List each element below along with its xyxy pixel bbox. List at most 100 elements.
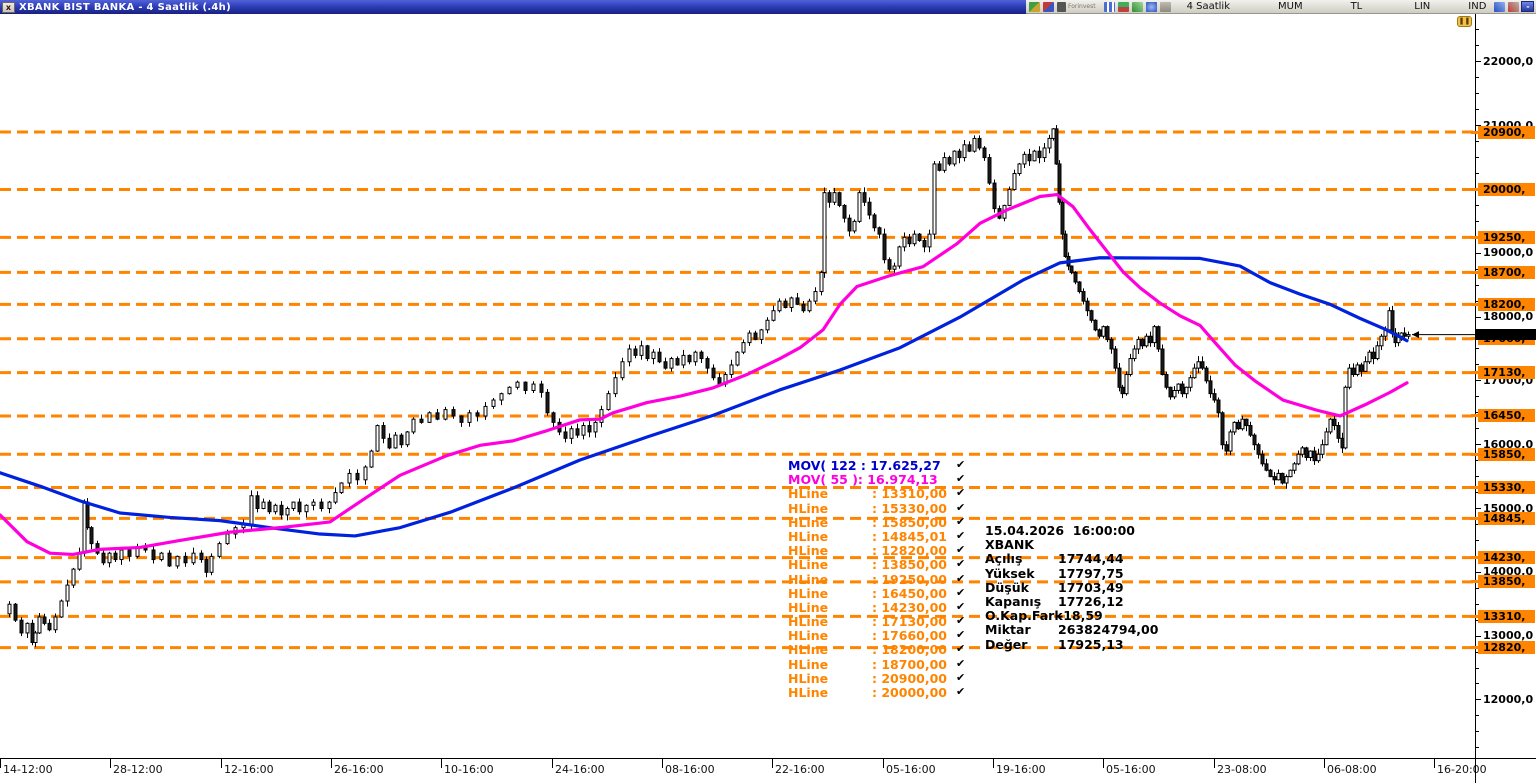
hline-badge-dash <box>1471 452 1480 456</box>
chart-type-button[interactable]: MUM <box>1278 1 1303 12</box>
legend-check-icon[interactable]: ✔ <box>956 614 966 628</box>
time-axis[interactable]: 14-12:00 28-12:00 12-16:00 26-16:00 10-16:00… <box>0 758 1536 783</box>
y-axis-tick <box>1476 173 1479 175</box>
close-icon[interactable]: x <box>2 1 15 13</box>
legend-hline-row-6[interactable]: HLine: 19250,00 ✔ <box>788 571 966 587</box>
price-axis[interactable]: 22000,021000,020000,019000,018000,017000… <box>1471 14 1536 758</box>
legend-check-icon[interactable]: ✔ <box>956 585 966 599</box>
compass-icon[interactable] <box>1145 1 1157 12</box>
hline-price-badge[interactable]: 13850, <box>1471 575 1535 589</box>
legend-check-icon[interactable]: ✔ <box>956 685 966 698</box>
hline-price-badge[interactable]: 20900, <box>1471 125 1535 139</box>
y-axis-tick <box>1476 667 1479 669</box>
legend-check-icon[interactable]: ✔ <box>956 557 966 571</box>
legend-check-icon[interactable]: ✔ <box>956 642 966 656</box>
legend-hline-row-3[interactable]: HLine: 14845,01 ✔ <box>788 528 966 544</box>
period-button[interactable]: 4 Saatlik <box>1186 1 1230 12</box>
x-axis-tick <box>0 759 1 768</box>
currency-button[interactable]: TL <box>1350 1 1363 12</box>
y-axis-tick <box>1476 252 1481 254</box>
hline-badge-dash <box>1471 646 1480 650</box>
y-axis-tick <box>1476 571 1481 573</box>
legend-check-icon[interactable]: ✔ <box>956 628 966 642</box>
y-axis-tick <box>1476 476 1479 478</box>
legend-hline-row-8[interactable]: HLine: 14230,00 ✔ <box>788 599 966 615</box>
legend-check-icon[interactable]: ✔ <box>956 656 966 670</box>
legend-hline-row-4[interactable]: HLine: 12820,00 ✔ <box>788 543 966 559</box>
logo-icon[interactable] <box>1057 1 1066 12</box>
y-axis-tick <box>1476 412 1479 414</box>
pencil-icon[interactable] <box>1131 1 1143 12</box>
y-axis-tick <box>1476 93 1479 95</box>
legend-mov-row-1[interactable]: MOV( 55 ): 16.974,13 ✔ <box>788 472 966 488</box>
hline-price-badge[interactable]: 20000, <box>1471 182 1535 196</box>
legend-hline-row-13[interactable]: HLine: 20900,00 ✔ <box>788 670 966 686</box>
legend-hline-row-9[interactable]: HLine: 17130,00 ✔ <box>788 614 966 630</box>
hline-price-badge[interactable]: 16450, <box>1471 409 1535 423</box>
legend-check-icon[interactable]: ✔ <box>956 472 966 486</box>
x-axis-label: 08-16:00 <box>665 763 715 776</box>
link-arrow-icon[interactable] <box>1494 1 1506 12</box>
user-icon[interactable] <box>1043 1 1054 12</box>
hline-price-badge[interactable]: 15330, <box>1471 480 1535 494</box>
legend-hline-row-0[interactable]: HLine: 13310,00 ✔ <box>788 486 966 502</box>
x-axis-tick <box>552 759 553 768</box>
legend-check-icon[interactable]: ✔ <box>956 670 966 684</box>
info-row-6: Değer 17925,13 <box>985 636 1124 652</box>
grid-icon[interactable] <box>1103 1 1115 12</box>
info-symbol: XBANK <box>985 537 1034 553</box>
legend-hline-row-1[interactable]: HLine: 15330,00 ✔ <box>788 500 966 516</box>
scale-button[interactable]: LIN <box>1414 1 1431 12</box>
tools-icon[interactable] <box>1508 1 1520 12</box>
indicator-button[interactable]: IND <box>1468 1 1487 12</box>
legend-check-icon[interactable]: ✔ <box>956 500 966 514</box>
y-axis-label: 14000,0 <box>1483 565 1534 579</box>
chart-plot[interactable] <box>0 14 1475 758</box>
legend-hline-row-10[interactable]: HLine: 17660,00 ✔ <box>788 628 966 644</box>
y-axis-tick <box>1476 157 1479 159</box>
legend-check-icon[interactable]: ✔ <box>956 486 966 500</box>
yellow-flag-icon[interactable]: ❚❚ <box>1457 16 1472 27</box>
hline-price-badge[interactable]: 13310, <box>1471 609 1535 623</box>
y-axis-tick <box>1476 300 1479 302</box>
x-axis-tick <box>441 759 442 768</box>
x-axis-tick <box>772 759 773 768</box>
hline-price-badge[interactable]: 17130, <box>1471 366 1535 380</box>
hline-price-badge[interactable]: 19250, <box>1471 230 1535 244</box>
minimize-button[interactable]: - <box>1521 1 1535 12</box>
hline-price-badge[interactable]: 18200, <box>1471 297 1535 311</box>
hline-price-badge[interactable]: 12820, <box>1471 641 1535 655</box>
hline-price-badge[interactable]: 14230, <box>1471 551 1535 565</box>
legend-check-icon[interactable]: ✔ <box>956 543 966 557</box>
window-titlebar[interactable]: x XBANK BIST BANKA - 4 Saatlik (.4h) <box>0 0 1026 14</box>
legend-hline-row-5[interactable]: HLine: 13850,00 ✔ <box>788 557 966 573</box>
x-axis-label: 23-08:00 <box>1217 763 1267 776</box>
candlestick-icon[interactable] <box>1117 1 1129 12</box>
legend-hline-row-7[interactable]: HLine: 16450,00 ✔ <box>788 585 966 601</box>
hline-price-badge[interactable]: 18700, <box>1471 265 1535 279</box>
hline-badge-dash <box>1471 270 1480 274</box>
legend-check-icon[interactable]: ✔ <box>956 599 966 613</box>
hline-badge-dash <box>1471 235 1480 239</box>
info-row-1: Yüksek 17797,75 <box>985 565 1124 581</box>
legend-check-icon[interactable]: ✔ <box>956 528 966 542</box>
legend-check-icon[interactable]: ✔ <box>956 514 966 528</box>
legend-check-icon[interactable]: ✔ <box>956 458 966 471</box>
candlestick-chart-canvas[interactable]: MOV( 122 : 17.625,27 ✔ MOV( 55 ): 16.974,1… <box>0 14 1475 758</box>
legend-hline-row-14[interactable]: HLine: 20000,00 ✔ <box>788 685 966 700</box>
portfolio-icon[interactable] <box>1029 1 1040 12</box>
hline-badge-dash <box>1471 556 1480 560</box>
x-axis-label: 26-16:00 <box>334 763 384 776</box>
legend-hline-row-11[interactable]: HLine: 18200,00 ✔ <box>788 642 966 658</box>
indicator-wave-icon[interactable] <box>1159 1 1171 12</box>
info-datetime: 15.04.2026 16:00:00 <box>985 523 1135 538</box>
hline-badge-dash <box>1471 187 1480 191</box>
x-axis-tick <box>883 759 884 768</box>
hline-price-badge[interactable]: 14845, <box>1471 511 1535 525</box>
legend-mov-row-0[interactable]: MOV( 122 : 17.625,27 ✔ <box>788 458 966 473</box>
y-axis-tick <box>1476 109 1479 111</box>
legend-hline-row-2[interactable]: HLine: 15850,00 ✔ <box>788 514 966 530</box>
legend-hline-row-12[interactable]: HLine: 18700,00 ✔ <box>788 656 966 672</box>
hline-price-badge[interactable]: 15850, <box>1471 447 1535 461</box>
legend-check-icon[interactable]: ✔ <box>956 571 966 585</box>
